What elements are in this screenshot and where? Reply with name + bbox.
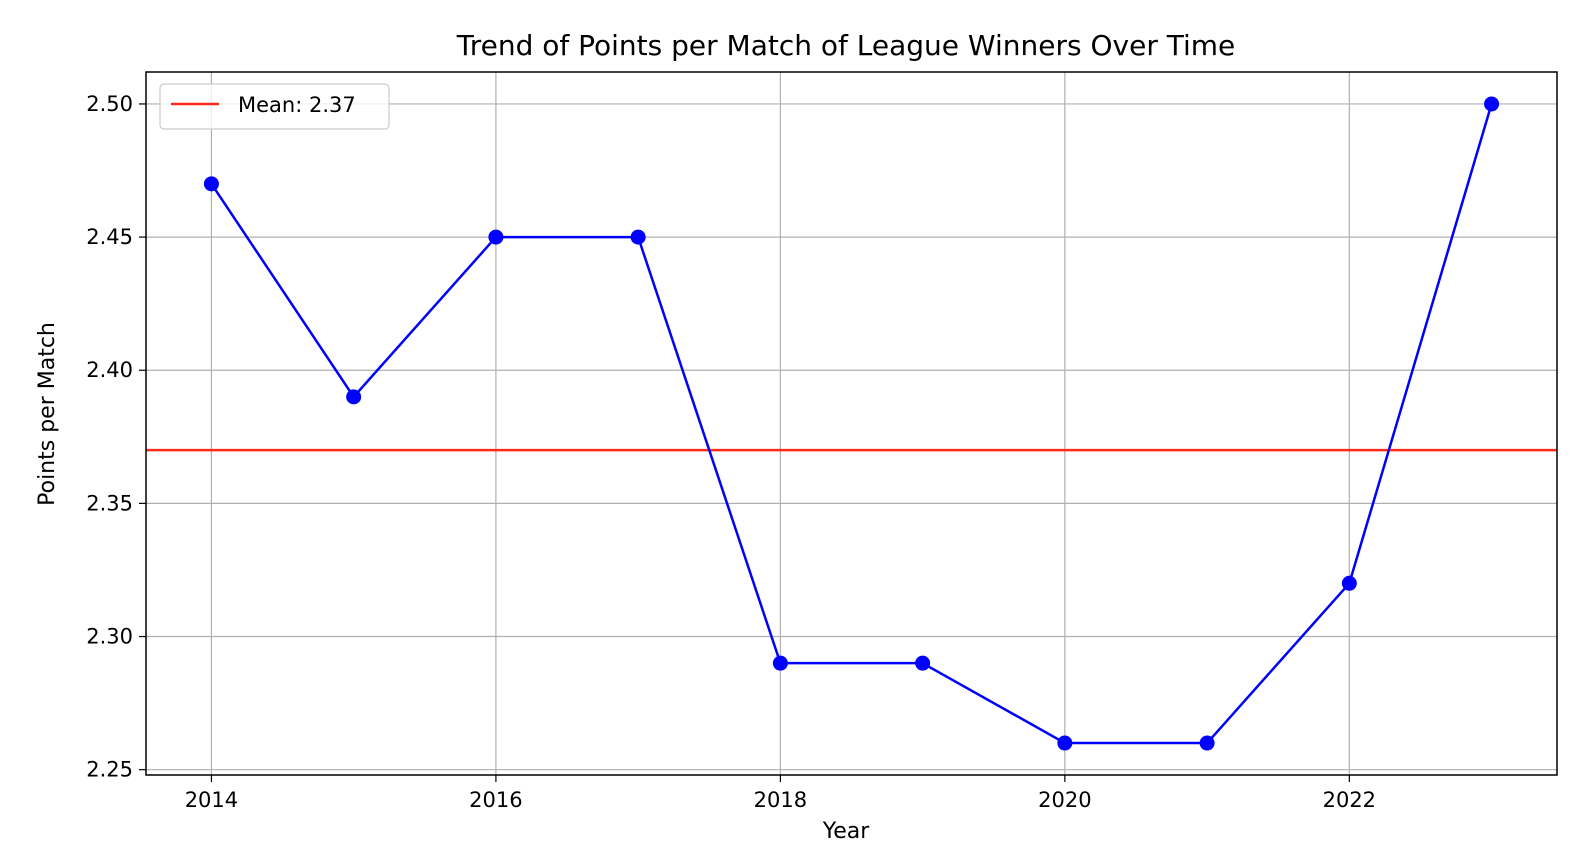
legend-box bbox=[159, 83, 390, 130]
y-tick-label-0: 2.25 bbox=[86, 758, 133, 782]
data-point-2017 bbox=[630, 229, 646, 245]
data-point-2018 bbox=[772, 655, 788, 671]
x-axis-label: Year bbox=[822, 819, 871, 844]
x-axis-ticks: 2014 2016 2018 2020 2022 bbox=[185, 775, 1376, 812]
y-tick-label-2: 2.35 bbox=[86, 491, 133, 515]
series-layer bbox=[203, 96, 1500, 751]
chart-title: Trend of Points per Match of League Winn… bbox=[456, 29, 1236, 62]
y-tick-label-1: 2.30 bbox=[86, 625, 133, 649]
x-tick-label-2020: 2020 bbox=[1038, 788, 1091, 812]
plot-frame bbox=[145, 71, 1558, 776]
data-point-2021 bbox=[1199, 735, 1215, 751]
legend-label-mean: Mean: 2.37 bbox=[238, 93, 356, 117]
y-tick-label-5: 2.50 bbox=[86, 92, 133, 116]
data-point-2020 bbox=[1057, 735, 1073, 751]
x-tick-label-2022: 2022 bbox=[1323, 788, 1376, 812]
y-axis-label: Points per Match bbox=[35, 322, 60, 506]
data-point-2022 bbox=[1341, 575, 1357, 591]
data-point-2016 bbox=[488, 229, 504, 245]
x-tick-label-2018: 2018 bbox=[754, 788, 807, 812]
y-axis-ticks: 2.25 2.30 2.35 2.40 2.45 2.50 bbox=[86, 92, 146, 782]
series-line-0 bbox=[210, 103, 1493, 745]
data-point-2015 bbox=[346, 389, 362, 405]
data-point-2019 bbox=[915, 655, 931, 671]
x-tick-label-2016: 2016 bbox=[469, 788, 522, 812]
data-point-2014 bbox=[203, 176, 219, 192]
legend: Mean: 2.37 bbox=[159, 83, 390, 130]
y-tick-label-3: 2.40 bbox=[86, 358, 133, 382]
data-point-2023 bbox=[1484, 96, 1500, 112]
y-tick-label-4: 2.45 bbox=[86, 225, 133, 249]
x-tick-label-2014: 2014 bbox=[185, 788, 238, 812]
grid bbox=[146, 72, 1557, 775]
